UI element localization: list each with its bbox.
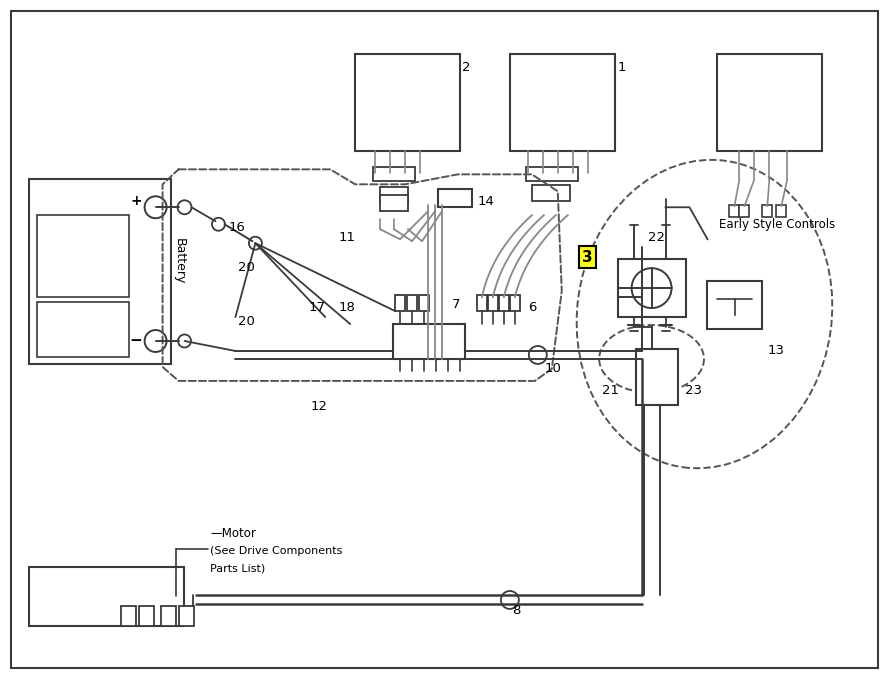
Circle shape xyxy=(529,346,547,364)
Text: 8: 8 xyxy=(512,604,520,617)
Text: 17: 17 xyxy=(308,301,325,314)
Text: 14: 14 xyxy=(478,195,495,208)
Text: 3: 3 xyxy=(582,250,593,265)
Bar xyxy=(776,205,786,217)
Text: 10: 10 xyxy=(545,363,562,375)
Text: 2: 2 xyxy=(462,61,470,74)
Bar xyxy=(636,349,677,405)
Text: 21: 21 xyxy=(602,384,619,397)
Circle shape xyxy=(178,200,191,215)
Text: 12: 12 xyxy=(310,401,327,414)
Bar xyxy=(438,189,472,207)
Text: 20: 20 xyxy=(238,314,255,327)
Bar xyxy=(121,606,136,627)
Circle shape xyxy=(212,218,225,231)
Text: Battery: Battery xyxy=(172,238,186,285)
Bar xyxy=(510,295,520,311)
Text: 13: 13 xyxy=(767,344,784,357)
Circle shape xyxy=(145,196,166,218)
Bar xyxy=(380,196,408,211)
Bar xyxy=(532,185,570,201)
Bar xyxy=(36,215,129,297)
Text: 22: 22 xyxy=(647,231,665,244)
Bar xyxy=(356,54,460,151)
Bar xyxy=(407,295,417,311)
Bar xyxy=(139,606,154,627)
Bar xyxy=(763,205,773,217)
Bar xyxy=(729,205,740,217)
Bar xyxy=(28,179,171,364)
Text: 6: 6 xyxy=(528,301,536,314)
Text: (See Drive Components: (See Drive Components xyxy=(211,545,343,555)
Circle shape xyxy=(178,335,191,348)
Bar xyxy=(28,566,183,627)
Bar xyxy=(499,295,509,311)
Circle shape xyxy=(631,268,671,308)
Circle shape xyxy=(501,591,519,609)
Text: —Motor: —Motor xyxy=(211,527,256,540)
Bar xyxy=(510,54,614,151)
Text: 23: 23 xyxy=(685,384,701,397)
Bar xyxy=(488,295,498,311)
Bar xyxy=(740,205,749,217)
Text: Early Style Controls: Early Style Controls xyxy=(719,218,836,231)
Text: 20: 20 xyxy=(238,261,255,274)
Bar xyxy=(419,295,429,311)
Circle shape xyxy=(145,330,166,352)
Circle shape xyxy=(249,237,262,250)
Bar xyxy=(393,324,465,359)
Bar xyxy=(477,295,487,311)
Bar xyxy=(373,167,415,181)
Bar xyxy=(161,606,175,627)
Text: 1: 1 xyxy=(618,61,626,74)
Bar xyxy=(525,167,578,181)
Text: +: + xyxy=(131,194,142,208)
Text: 18: 18 xyxy=(338,301,355,314)
Text: 11: 11 xyxy=(338,231,356,244)
Text: −: − xyxy=(130,333,142,348)
Bar xyxy=(395,295,405,311)
Bar xyxy=(717,54,822,151)
Text: 16: 16 xyxy=(228,221,245,234)
Bar xyxy=(380,187,408,203)
Text: Parts List): Parts List) xyxy=(211,564,266,574)
Bar xyxy=(36,302,129,357)
Text: 7: 7 xyxy=(452,297,461,310)
Bar xyxy=(618,259,685,317)
Bar xyxy=(708,281,763,329)
Bar xyxy=(179,606,194,627)
